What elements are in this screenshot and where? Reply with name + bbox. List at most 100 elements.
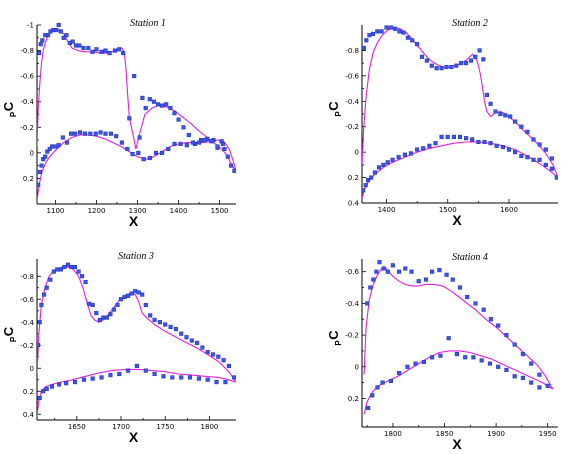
chart-1-point bbox=[99, 49, 104, 54]
chart-4-point bbox=[496, 323, 501, 328]
chart-3-point bbox=[104, 315, 109, 320]
chart-1-point bbox=[125, 146, 130, 152]
chart-4-point bbox=[463, 355, 468, 360]
chart-2-point bbox=[384, 25, 389, 30]
chart-2-point bbox=[372, 170, 377, 175]
chart-1-point bbox=[220, 141, 225, 146]
chart-4-ytick-label: 0 bbox=[355, 363, 359, 371]
chart-4-point bbox=[388, 378, 393, 384]
chart-2-point bbox=[429, 63, 434, 68]
chart-2-panel: -0.8 -0.6 -0.4 -0.2 0 0.2 0.4 1400 1500 1600 Stati… bbox=[326, 18, 558, 228]
chart-1-point bbox=[209, 139, 214, 144]
chart-4-point bbox=[365, 301, 370, 306]
chart-4-point bbox=[479, 358, 484, 363]
chart-3-point bbox=[221, 358, 226, 363]
chart-3-point bbox=[129, 291, 134, 296]
chart-2-point bbox=[405, 35, 410, 40]
chart-4-point bbox=[430, 269, 435, 274]
chart-2-title: Station 2 bbox=[452, 18, 488, 29]
chart-2-point bbox=[424, 58, 429, 63]
chart-3-ytick-label: 0.4 bbox=[23, 411, 35, 419]
chart-2-point bbox=[473, 54, 478, 59]
chart-4-point bbox=[488, 317, 493, 322]
chart-4-point bbox=[421, 359, 426, 365]
chart-2-y-label-sub: P bbox=[334, 111, 343, 117]
chart-3-title: Station 3 bbox=[118, 251, 154, 262]
chart-4-plot-area bbox=[363, 260, 554, 415]
chart-4-point bbox=[529, 361, 534, 366]
chart-4-title: Station 4 bbox=[452, 252, 488, 263]
chart-3-point bbox=[37, 343, 40, 348]
chart-4-point bbox=[545, 383, 550, 388]
chart-3-x-label: X bbox=[129, 429, 139, 445]
chart-3-line-2 bbox=[37, 368, 236, 417]
chart-3-point bbox=[80, 274, 85, 279]
chart-4-point bbox=[374, 269, 379, 274]
chart-2-point bbox=[457, 134, 463, 139]
chart-3-point bbox=[44, 386, 49, 391]
chart-1-point bbox=[38, 42, 43, 47]
chart-3-plot-area bbox=[37, 262, 236, 417]
chart-2-point bbox=[396, 155, 401, 160]
chart-1-point bbox=[127, 116, 132, 121]
chart-3-ytick-label: 0 bbox=[30, 365, 34, 373]
chart-1-y-label: C bbox=[1, 101, 16, 111]
chart-3-point bbox=[126, 368, 131, 373]
chart-2-point bbox=[379, 29, 384, 34]
chart-3-point bbox=[170, 375, 175, 380]
chart-4-point bbox=[504, 367, 509, 372]
chart-2-ytick-label: -0.8 bbox=[345, 47, 359, 55]
chart-1-point bbox=[117, 47, 122, 52]
chart-1-point bbox=[103, 131, 108, 136]
chart-1-xtick-label: 1100 bbox=[47, 207, 65, 215]
chart-1-point bbox=[77, 43, 82, 48]
chart-3-point bbox=[64, 381, 69, 386]
chart-2-y-label: C bbox=[326, 101, 341, 111]
chart-2-point bbox=[402, 152, 407, 157]
chart-2-point bbox=[427, 143, 432, 148]
chart-1-ytick-label: -0.8 bbox=[20, 47, 34, 55]
chart-2-point bbox=[537, 157, 542, 162]
chart-4-point bbox=[481, 307, 486, 312]
chart-4-point bbox=[368, 285, 373, 290]
chart-1-point bbox=[112, 48, 118, 53]
chart-3-point bbox=[72, 380, 78, 385]
chart-3-point bbox=[226, 363, 231, 368]
chart-1-point bbox=[147, 155, 152, 161]
chart-3-point bbox=[41, 389, 46, 394]
chart-1-xtick-label: 1300 bbox=[129, 207, 147, 215]
chart-3-point bbox=[173, 327, 178, 332]
chart-4-y-label: C bbox=[326, 330, 341, 340]
chart-1-point bbox=[155, 102, 161, 107]
chart-1-point bbox=[107, 51, 112, 56]
chart-1-point bbox=[121, 51, 126, 56]
chart-3-panel: -0.8 -0.6 -0.4 -0.2 0 0.2 0.4 1650 1700 1750 1800 S… bbox=[1, 251, 236, 445]
chart-2-point bbox=[366, 178, 371, 183]
chart-2-line-2 bbox=[362, 141, 558, 199]
chart-2-point bbox=[464, 61, 469, 66]
chart-3-xtick-label: 1650 bbox=[68, 423, 86, 431]
chart-2-ytick-label: 0.2 bbox=[348, 174, 359, 182]
chart-1-point bbox=[164, 102, 169, 107]
chart-2-point bbox=[537, 142, 542, 147]
chart-3-point bbox=[143, 368, 148, 373]
chart-2-point bbox=[393, 26, 398, 31]
chart-3-point bbox=[126, 293, 131, 298]
chart-3-point bbox=[108, 312, 113, 317]
chart-1-point bbox=[43, 154, 48, 159]
chart-3-point bbox=[205, 350, 210, 355]
chart-4-point bbox=[512, 374, 517, 379]
chart-1-point bbox=[37, 51, 42, 56]
chart-4-line-1 bbox=[363, 266, 554, 390]
chart-1-point bbox=[56, 143, 61, 148]
chart-1-title: Station 1 bbox=[130, 18, 166, 29]
chart-2-point bbox=[364, 38, 369, 43]
chart-1-point bbox=[136, 150, 141, 155]
chart-4-point bbox=[457, 285, 463, 290]
chart-1-point bbox=[98, 130, 103, 135]
chart-3-point bbox=[210, 352, 216, 357]
chart-3-point bbox=[81, 377, 86, 382]
chart-2-point bbox=[390, 157, 395, 162]
chart-2-point bbox=[362, 188, 366, 193]
chart-3-point bbox=[51, 269, 56, 274]
